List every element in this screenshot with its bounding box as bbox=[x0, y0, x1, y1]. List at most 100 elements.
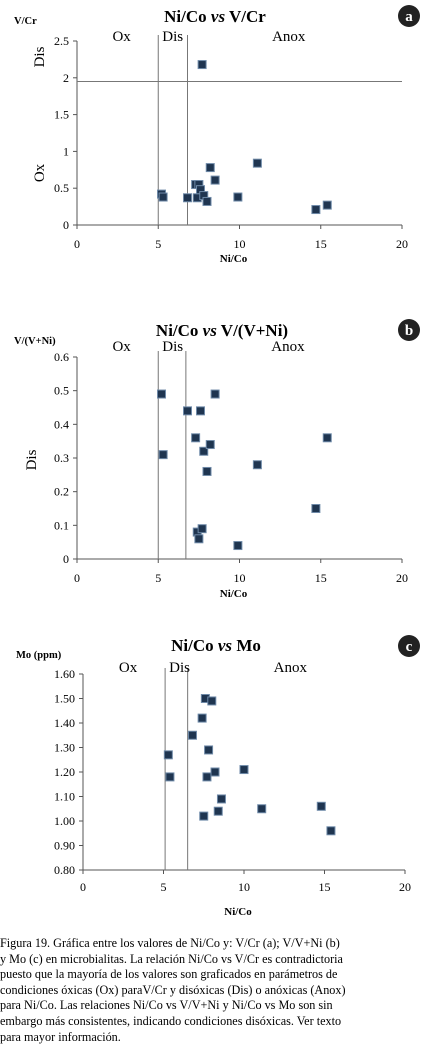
y-tick-label: 1.00 bbox=[54, 814, 75, 828]
panel-badge bbox=[398, 319, 420, 341]
x-tick-label: 20 bbox=[396, 571, 408, 585]
caption-line: y Mo (c) en microbialitas. La relación N… bbox=[0, 951, 343, 966]
x-tick-label: 20 bbox=[399, 880, 411, 894]
data-point bbox=[311, 205, 321, 215]
data-point bbox=[187, 730, 197, 740]
side-label-ox: Ox bbox=[32, 163, 48, 182]
data-point bbox=[205, 163, 215, 173]
panel-badge-letter: a bbox=[405, 9, 413, 25]
data-point bbox=[202, 772, 212, 782]
x-tick-label: 10 bbox=[238, 880, 250, 894]
chart-panel-a: 0 0.5 1 1.5 2 2.5 0 5 10 15 20 Ox Dis Anox Dis Ox V/Cr Ni… bbox=[14, 5, 420, 265]
data-point bbox=[210, 175, 220, 185]
side-label-dis: Dis bbox=[32, 46, 48, 67]
y-tick-label: 1.20 bbox=[54, 765, 75, 779]
panel-badge bbox=[398, 5, 420, 27]
data-point bbox=[204, 745, 214, 755]
data-point bbox=[210, 389, 220, 399]
data-point bbox=[322, 433, 332, 443]
data-point bbox=[183, 406, 192, 416]
y-tick-label: 2.5 bbox=[54, 34, 69, 48]
y-tick-label: 0.1 bbox=[54, 518, 69, 532]
data-point bbox=[158, 450, 168, 460]
zone-label-dis: Dis bbox=[162, 29, 183, 45]
y-tick-label: 0.2 bbox=[54, 485, 69, 499]
x-axis-label: Ni/Co bbox=[220, 253, 248, 265]
x-tick-label: 0 bbox=[74, 237, 80, 251]
x-tick-label: 10 bbox=[234, 237, 246, 251]
y-tick-label: 1 bbox=[63, 144, 69, 158]
chart-title: Ni/Co vs Mo bbox=[171, 636, 261, 655]
chart-panel-b: 0 0.1 0.2 0.3 0.4 0.5 0.6 0 5 10 15 20 Ox Dis Anox Dis V… bbox=[14, 319, 420, 600]
y-tick-label: 0.3 bbox=[54, 451, 69, 465]
zone-label-anox: Anox bbox=[274, 660, 308, 676]
chart-panel-c: 0.80 0.90 1.00 1.10 1.20 1.30 1.40 1.50 1.60 0 5 10… bbox=[16, 635, 420, 918]
panel-badge bbox=[398, 635, 420, 657]
y-tick-label: 0.90 bbox=[54, 839, 75, 853]
data-point bbox=[311, 504, 321, 513]
chart-title: Ni/Co vs V/Cr bbox=[164, 7, 266, 26]
caption-line: embargo más consistentes, indicando cond… bbox=[0, 1013, 342, 1028]
data-point bbox=[216, 794, 226, 804]
y-axis-label: V/Cr bbox=[14, 16, 37, 27]
data-point bbox=[233, 192, 243, 202]
caption-line: para mayor información. bbox=[0, 1029, 121, 1044]
zone-label-ox: Ox bbox=[119, 660, 138, 676]
data-point bbox=[322, 200, 332, 210]
x-tick-label: 20 bbox=[396, 237, 408, 251]
data-point bbox=[199, 811, 209, 821]
data-point bbox=[252, 158, 262, 168]
data-point bbox=[252, 460, 262, 470]
caption-line: Figura 19. Gráfica entre los valores de … bbox=[0, 936, 340, 950]
y-axis-label: Mo (ppm) bbox=[16, 650, 62, 661]
x-tick-label: 10 bbox=[234, 571, 246, 585]
data-point bbox=[326, 826, 336, 836]
data-point bbox=[213, 806, 223, 816]
y-tick-label: 0.5 bbox=[54, 384, 69, 398]
data-point bbox=[207, 696, 217, 706]
y-tick-label: 0.5 bbox=[54, 181, 69, 195]
caption-line: condiciones óxicas (Ox) paraV/Cr y disóx… bbox=[0, 982, 346, 997]
data-point bbox=[165, 772, 175, 782]
data-point bbox=[316, 801, 326, 811]
data-point bbox=[197, 60, 207, 70]
data-point bbox=[183, 193, 192, 203]
y-axis-label: V/(V+Ni) bbox=[14, 336, 56, 347]
data-point bbox=[257, 804, 267, 814]
x-tick-label: 0 bbox=[74, 571, 80, 585]
data-point bbox=[191, 433, 201, 443]
data-point bbox=[163, 750, 173, 760]
data-point bbox=[197, 713, 207, 723]
y-tick-label: 0.4 bbox=[54, 417, 69, 431]
zone-label-anox: Anox bbox=[271, 339, 305, 355]
chart-title: Ni/Co vs V/(V+Ni) bbox=[156, 321, 288, 340]
data-point bbox=[210, 767, 220, 777]
x-tick-label: 5 bbox=[155, 237, 161, 251]
data-point bbox=[205, 440, 215, 450]
y-tick-label: 0.6 bbox=[54, 350, 69, 364]
x-tick-label: 0 bbox=[80, 880, 86, 894]
y-tick-label: 1.50 bbox=[54, 692, 75, 706]
y-tick-label: 0 bbox=[63, 218, 69, 232]
zone-label-ox: Ox bbox=[112, 29, 131, 45]
data-point bbox=[157, 389, 166, 399]
x-axis-label: Ni/Co bbox=[220, 588, 248, 600]
caption-line: para Ni/Co. Las relaciones Ni/Co vs V/V+… bbox=[0, 998, 333, 1013]
data-point bbox=[158, 192, 168, 202]
y-tick-label: 1.30 bbox=[54, 741, 75, 755]
data-point bbox=[202, 466, 212, 476]
x-tick-label: 15 bbox=[315, 237, 327, 251]
x-tick-label: 15 bbox=[319, 880, 331, 894]
x-tick-label: 15 bbox=[315, 571, 327, 585]
zone-label-ox: Ox bbox=[112, 339, 131, 355]
side-label-dis: Dis bbox=[24, 449, 40, 470]
data-point bbox=[197, 524, 207, 534]
y-tick-label: 1.10 bbox=[54, 790, 75, 804]
y-tick-label: 0.80 bbox=[54, 863, 75, 877]
panel-badge-letter: c bbox=[406, 639, 413, 655]
data-point bbox=[233, 541, 243, 551]
y-tick-label: 1.60 bbox=[54, 667, 75, 681]
caption-line: puesto que la mayoría de los valores son… bbox=[0, 967, 338, 982]
zone-label-dis: Dis bbox=[169, 660, 190, 676]
data-point bbox=[199, 446, 209, 456]
